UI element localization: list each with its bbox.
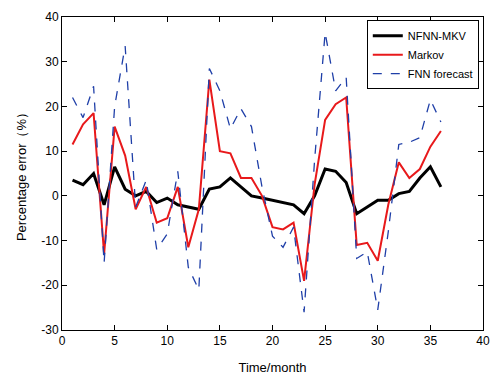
svg-text:40: 40 [45,10,59,24]
svg-text:40: 40 [476,334,490,348]
svg-text:10: 10 [161,334,175,348]
svg-text:Markov: Markov [408,49,445,61]
svg-text:FNN forecast: FNN forecast [408,68,473,80]
svg-text:Percentage error（%）: Percentage error（%） [14,106,29,241]
svg-text:0: 0 [52,189,59,203]
svg-text:35: 35 [424,334,438,348]
svg-text:5: 5 [111,334,118,348]
svg-text:30: 30 [45,55,59,69]
svg-text:20: 20 [266,334,280,348]
svg-text:-20: -20 [41,278,59,292]
svg-text:0: 0 [59,334,66,348]
svg-text:15: 15 [213,334,227,348]
svg-text:30: 30 [371,334,385,348]
svg-text:-30: -30 [41,323,59,337]
svg-text:NFNN-MKV: NFNN-MKV [408,30,467,42]
svg-text:10: 10 [45,144,59,158]
svg-text:25: 25 [318,334,332,348]
svg-text:20: 20 [45,100,59,114]
svg-text:-10: -10 [41,234,59,248]
svg-text:Time/month: Time/month [238,360,306,375]
